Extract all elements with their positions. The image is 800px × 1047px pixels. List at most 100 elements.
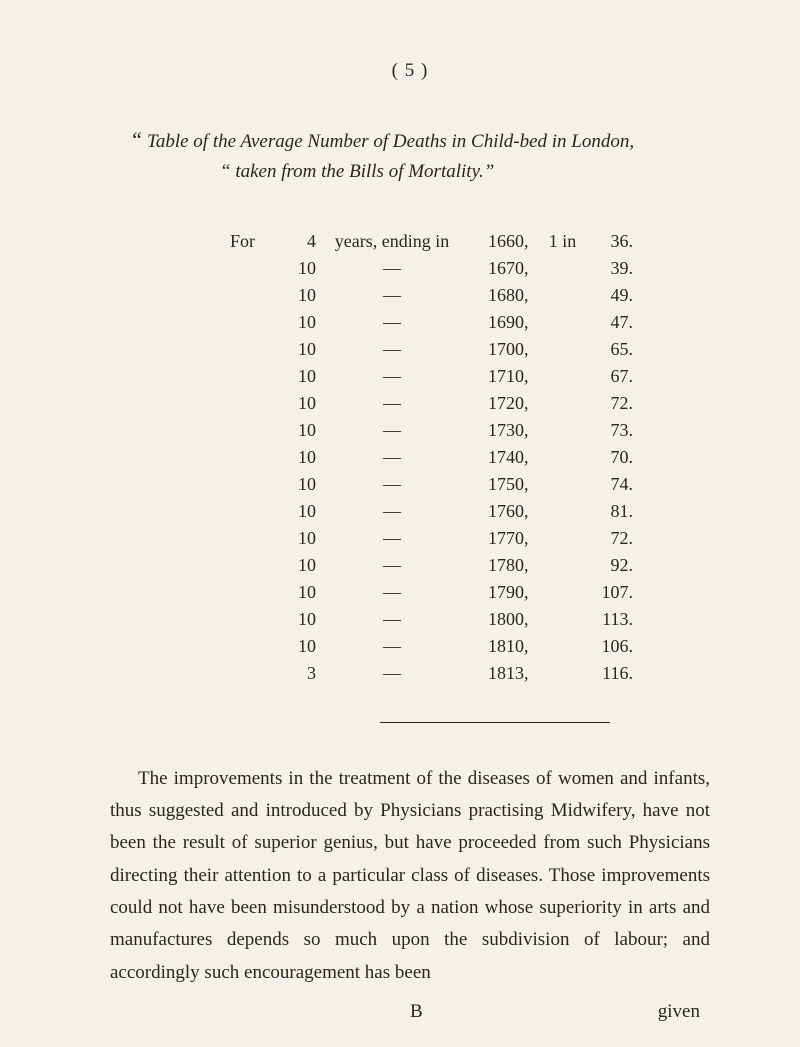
col-comma: , — [524, 336, 540, 363]
col-comma: , — [524, 579, 540, 606]
catchword: given — [658, 1001, 700, 1023]
title-quote: “ — [130, 127, 142, 152]
col-year: 1670 — [462, 255, 524, 282]
col-years-count: 10 — [278, 471, 322, 498]
table-row: 10—1770, 72. — [230, 525, 720, 552]
col-years-count: 10 — [278, 552, 322, 579]
col-years-count: 10 — [278, 606, 322, 633]
col-value: 113. — [585, 606, 633, 633]
col-year: 1760 — [462, 498, 524, 525]
col-comma: , — [524, 498, 540, 525]
col-years-count: 10 — [278, 336, 322, 363]
col-one-in: 1 in — [540, 228, 585, 255]
table-row: 10—1720,72. — [230, 390, 720, 417]
col-years-count: 4 — [278, 228, 322, 255]
col-years-count: 10 — [278, 363, 322, 390]
table-row: 10—1680,49. — [230, 282, 720, 309]
col-value: 65. — [585, 336, 633, 363]
section-divider — [380, 722, 610, 723]
col-comma: , — [524, 417, 540, 444]
col-comma: , — [524, 255, 540, 282]
col-year: 1750 — [462, 471, 524, 498]
col-ending-label: — — [322, 606, 462, 633]
col-ending-label: years, ending in — [322, 228, 462, 255]
col-comma: , — [524, 552, 540, 579]
table-row: 10—1670, 39. — [230, 255, 720, 282]
col-ending-label: — — [322, 498, 462, 525]
col-year: 1730 — [462, 417, 524, 444]
col-ending-label: — — [322, 309, 462, 336]
col-year: 1740 — [462, 444, 524, 471]
col-year: 1790 — [462, 579, 524, 606]
footer-row: B given — [100, 1001, 710, 1023]
col-year: 1810 — [462, 633, 524, 660]
col-comma: , — [524, 633, 540, 660]
title-line-1: “ Table of the Average Number of Deaths … — [130, 122, 680, 157]
title-line-2: “ taken from the Bills of Mortality.” — [130, 157, 680, 187]
table-row: 10—1710, 67. — [230, 363, 720, 390]
col-years-count: 10 — [278, 525, 322, 552]
col-ending-label: — — [322, 633, 462, 660]
col-years-count: 10 — [278, 633, 322, 660]
col-years-count: 10 — [278, 444, 322, 471]
table-row: 10—1740,70. — [230, 444, 720, 471]
col-comma: , — [524, 525, 540, 552]
table-row: 10—1790, 107. — [230, 579, 720, 606]
page-container: ( 5 ) “ Table of the Average Number of D… — [0, 0, 800, 1047]
col-value: 72. — [585, 525, 633, 552]
table-row: 3—1813,116. — [230, 660, 720, 687]
col-ending-label: — — [322, 390, 462, 417]
col-value: 106. — [585, 633, 633, 660]
col-value: 74. — [585, 471, 633, 498]
col-value: 47. — [585, 309, 633, 336]
col-value: 116. — [585, 660, 633, 687]
col-comma: , — [524, 282, 540, 309]
col-ending-label: — — [322, 336, 462, 363]
col-prefix: For — [230, 228, 278, 255]
page-number: ( 5 ) — [100, 60, 720, 82]
col-year: 1813 — [462, 660, 524, 687]
col-value: 70. — [585, 444, 633, 471]
col-year: 1770 — [462, 525, 524, 552]
col-value: 107. — [585, 579, 633, 606]
col-ending-label: — — [322, 579, 462, 606]
col-value: 39. — [585, 255, 633, 282]
table-row: 10—1750,74. — [230, 471, 720, 498]
col-ending-label: — — [322, 417, 462, 444]
col-year: 1660 — [462, 228, 524, 255]
col-year: 1680 — [462, 282, 524, 309]
col-years-count: 10 — [278, 417, 322, 444]
col-year: 1780 — [462, 552, 524, 579]
col-ending-label: — — [322, 525, 462, 552]
col-years-count: 10 — [278, 498, 322, 525]
col-comma: , — [524, 309, 540, 336]
mortality-table: For4years, ending in1660,1 in36.10—1670,… — [230, 228, 720, 687]
table-row: 10—1780,92. — [230, 552, 720, 579]
col-value: 49. — [585, 282, 633, 309]
col-comma: , — [524, 660, 540, 687]
table-row: 10—1700,65. — [230, 336, 720, 363]
table-row: 10—1760,81. — [230, 498, 720, 525]
col-comma: , — [524, 363, 540, 390]
col-comma: , — [524, 228, 540, 255]
col-ending-label: — — [322, 444, 462, 471]
col-year: 1710 — [462, 363, 524, 390]
col-years-count: 10 — [278, 282, 322, 309]
col-value: 67. — [585, 363, 633, 390]
col-years-count: 10 — [278, 390, 322, 417]
table-row: 10—1690,47. — [230, 309, 720, 336]
col-year: 1800 — [462, 606, 524, 633]
col-ending-label: — — [322, 255, 462, 282]
col-value: 36. — [585, 228, 633, 255]
table-row: 10—1730,73. — [230, 417, 720, 444]
table-row: 10—1800, 113. — [230, 606, 720, 633]
col-ending-label: — — [322, 363, 462, 390]
col-comma: , — [524, 390, 540, 417]
title-line-1-text: Table of the Average Number of Deaths in… — [142, 131, 634, 152]
col-years-count: 10 — [278, 255, 322, 282]
col-year: 1720 — [462, 390, 524, 417]
col-comma: , — [524, 606, 540, 633]
col-years-count: 10 — [278, 579, 322, 606]
col-ending-label: — — [322, 471, 462, 498]
body-paragraph: The improvements in the treatment of the… — [110, 763, 710, 989]
